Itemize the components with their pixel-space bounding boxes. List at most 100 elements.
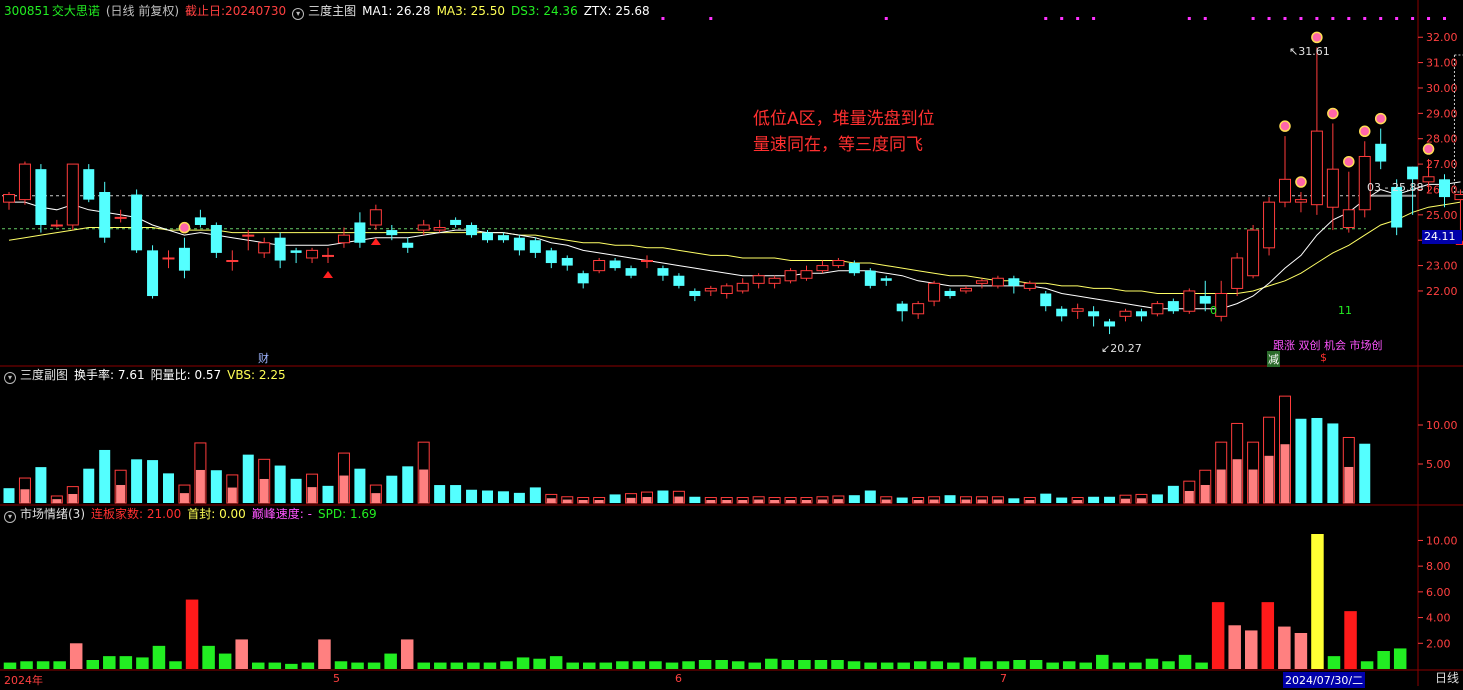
volume-bar-inner (1136, 498, 1146, 503)
annotation-text: 低位A区，堆量洗盘到位 量速同在，等三度同飞 (753, 106, 935, 158)
volume-bar-down (163, 473, 174, 503)
stock-code[interactable]: 300851 (4, 4, 50, 18)
candle-body-up (242, 234, 255, 237)
signal-dot (1411, 17, 1415, 20)
sub1-title[interactable]: 三度副图 (20, 368, 69, 382)
sentiment-bar (467, 662, 480, 669)
volume-bar-down (1295, 418, 1307, 503)
candle-body-up (1358, 155, 1371, 211)
y-tick-label: 5.00 (1426, 458, 1451, 471)
sentiment-bar (69, 643, 83, 669)
sentiment-bar (980, 661, 993, 669)
sentiment-bar (1228, 625, 1241, 669)
volume-bar-inner (116, 484, 126, 503)
y-tick-label: 29.00 (1426, 107, 1458, 120)
sentiment-bar (599, 662, 613, 669)
candle-body-up (369, 209, 382, 226)
flower-signal-icon (1295, 176, 1307, 188)
right-marker-label: 03 - 25.88 (1367, 181, 1424, 194)
volume-bar-down (482, 490, 493, 503)
period-selector[interactable]: 日线 (1434, 671, 1459, 685)
volume-bar-inner (881, 499, 891, 503)
sentiment-bar (334, 661, 348, 669)
signal-dot (1044, 17, 1048, 20)
sentiment-bar (434, 662, 447, 669)
reduce-holding-marker[interactable]: 减 (1267, 351, 1280, 367)
volume-bar-down (1327, 423, 1339, 503)
sentiment-bar (152, 645, 166, 669)
volume-bar-down (147, 460, 159, 503)
ma1-line (9, 181, 1461, 310)
candle-body-down (1199, 296, 1211, 304)
sentiment-bar (1377, 651, 1390, 669)
candle-body-up (704, 287, 717, 292)
main-indicator-title[interactable]: 三度主图 (308, 4, 357, 18)
candle-body-up (1215, 292, 1228, 317)
sub2-title[interactable]: 市场情绪(3) (20, 507, 85, 521)
candle-body-down (131, 194, 143, 251)
candle-body-down (880, 278, 892, 281)
volume-bar-inner (674, 496, 684, 503)
candle-body-up (18, 163, 31, 201)
candle-body-up (433, 227, 446, 231)
candle-body-up (593, 260, 606, 272)
volume-bar-inner (1073, 499, 1083, 503)
candle-body-up (1310, 130, 1323, 206)
volume-bar-inner (833, 499, 843, 503)
volume-bar-inner (20, 489, 30, 503)
gear-icon[interactable]: ▾ (4, 372, 16, 384)
sentiment-bar (202, 645, 215, 669)
candle-body-up (991, 277, 1004, 287)
candle-body-up (736, 282, 749, 292)
sentiment-bar (483, 662, 497, 669)
stock-name[interactable]: 交大思诺 (51, 4, 100, 18)
candle-body-up (1071, 308, 1084, 312)
sentiment-bar (549, 656, 563, 669)
candle-body-up (975, 280, 988, 284)
candle-body-down (577, 273, 589, 284)
sentiment-bar (1162, 661, 1175, 669)
financial-report-marker[interactable]: 财 (258, 352, 269, 365)
volume-bar-down (513, 492, 525, 503)
volume-bar-inner (594, 499, 604, 503)
volume-bar-down (131, 459, 143, 503)
volume-bar-down (864, 490, 876, 503)
candle-body-up (800, 270, 813, 279)
sentiment-bar (351, 662, 364, 669)
volume-bar-inner (770, 499, 780, 503)
volume-bar-inner (578, 499, 588, 503)
candle-body-up (960, 287, 972, 292)
signal-dot (1299, 17, 1303, 20)
sentiment-bar (1245, 630, 1258, 669)
y-tick-label: 28.00 (1426, 133, 1458, 146)
gear-icon[interactable]: ▾ (4, 511, 16, 523)
signal-dot (884, 17, 888, 20)
candle-body-up (114, 216, 127, 219)
sentiment-bar (367, 662, 381, 669)
candle-body-up (1294, 199, 1307, 203)
gear-icon[interactable]: ▾ (292, 8, 305, 20)
sentiment-bar (285, 663, 298, 669)
candle-body-down (657, 268, 669, 276)
sub1-header: ▾ 三度副图 换手率: 7.61 阳量比: 0.57 VBS: 2.25 (4, 366, 292, 384)
signal-dot (1395, 17, 1399, 20)
candle-body-up (1454, 194, 1463, 201)
volume-bar-inner (626, 497, 636, 503)
candle-body-down (545, 250, 557, 264)
candle-body-down (896, 303, 908, 312)
sentiment-bar (682, 661, 695, 669)
sentiment-bar (533, 658, 546, 669)
candle-body-up (1279, 178, 1291, 203)
sentiment-bar (384, 653, 397, 669)
sentiment-bar (914, 661, 927, 669)
sentiment-bar (1278, 626, 1291, 669)
signal-dot (661, 17, 665, 20)
volume-bar-inner (371, 493, 381, 503)
volume-bar-down (1359, 443, 1371, 503)
signal-dot (1267, 17, 1271, 20)
volume-bar-inner (195, 469, 205, 503)
candle-body-up (417, 224, 430, 231)
sentiment-bar (632, 661, 646, 669)
